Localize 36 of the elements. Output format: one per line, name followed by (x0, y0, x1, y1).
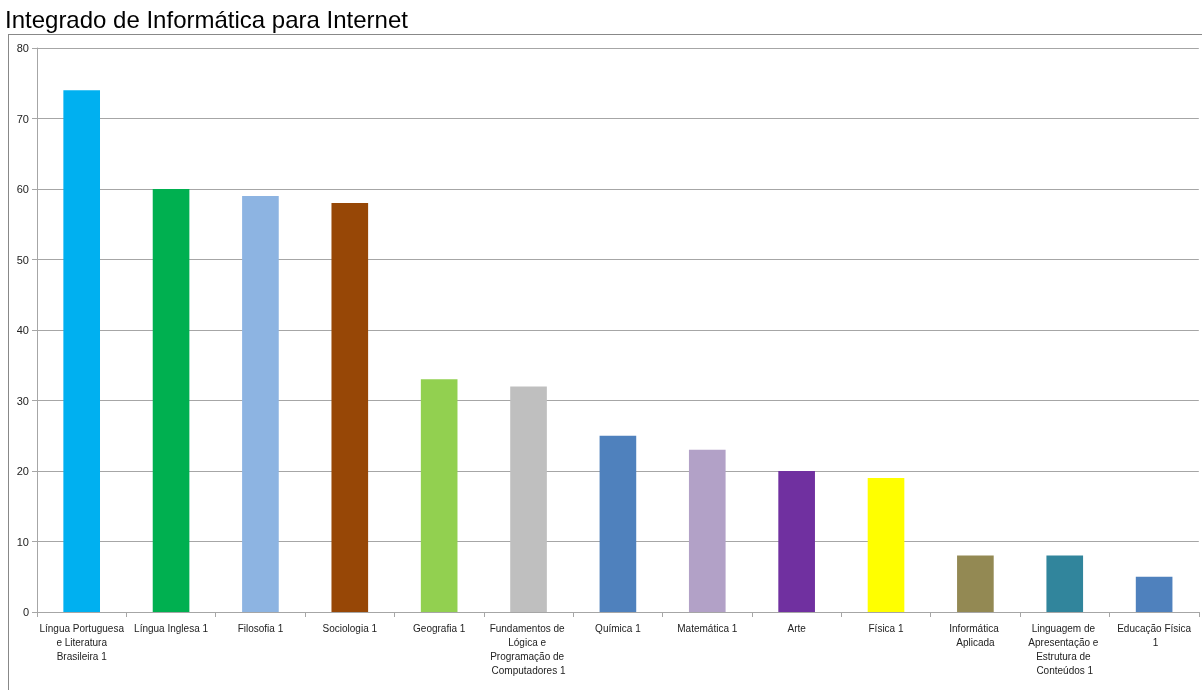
bar (957, 555, 994, 612)
bar (242, 196, 279, 612)
y-tick-label: 70 (16, 112, 29, 125)
x-tick-label: Arte (787, 622, 807, 634)
y-tick-label: 40 (16, 324, 29, 336)
y-tick-label: 80 (16, 42, 29, 54)
bar (152, 189, 190, 612)
x-tick-label: Língua Portuguesa e Literatura Brasileira 1 (39, 622, 125, 662)
x-tick-label: Informática Aplicada (949, 622, 1002, 648)
x-tick-label: Linguagem de Apresentação e Estrutura de Conteúdos 1 (1028, 622, 1102, 676)
bar (599, 435, 637, 612)
bar (63, 90, 101, 612)
bar (867, 478, 905, 612)
bar (331, 203, 369, 612)
x-tick-label: Filosofia 1 (237, 622, 284, 634)
x-tick-label: Língua Inglesa 1 (134, 622, 209, 634)
bar (420, 379, 458, 612)
y-tick-label: 10 (16, 535, 29, 548)
bar (1135, 576, 1173, 612)
x-tick-label: Educação Física 1 (1117, 622, 1192, 648)
x-tick-label: Química 1 (595, 622, 642, 634)
y-tick-label: 0 (22, 606, 29, 618)
x-tick-label: Matemática 1 (677, 622, 738, 634)
y-tick-label: 30 (16, 394, 29, 407)
x-tick-label: Fundamentos de Lógica e Programação de Computadores 1 (489, 622, 568, 676)
bar (1046, 555, 1084, 612)
x-tick-label: Sociologia 1 (322, 622, 378, 634)
bar (688, 449, 726, 612)
y-tick-label: 20 (16, 465, 29, 477)
y-tick-label: 50 (16, 253, 29, 266)
x-tick-label: Geografia 1 (413, 622, 466, 634)
chart-title: Integrado de Informática para Internet (5, 5, 409, 33)
x-tick-label: Física 1 (868, 622, 904, 634)
bar (778, 471, 815, 612)
y-tick-label: 60 (16, 183, 29, 195)
bar (510, 386, 547, 612)
